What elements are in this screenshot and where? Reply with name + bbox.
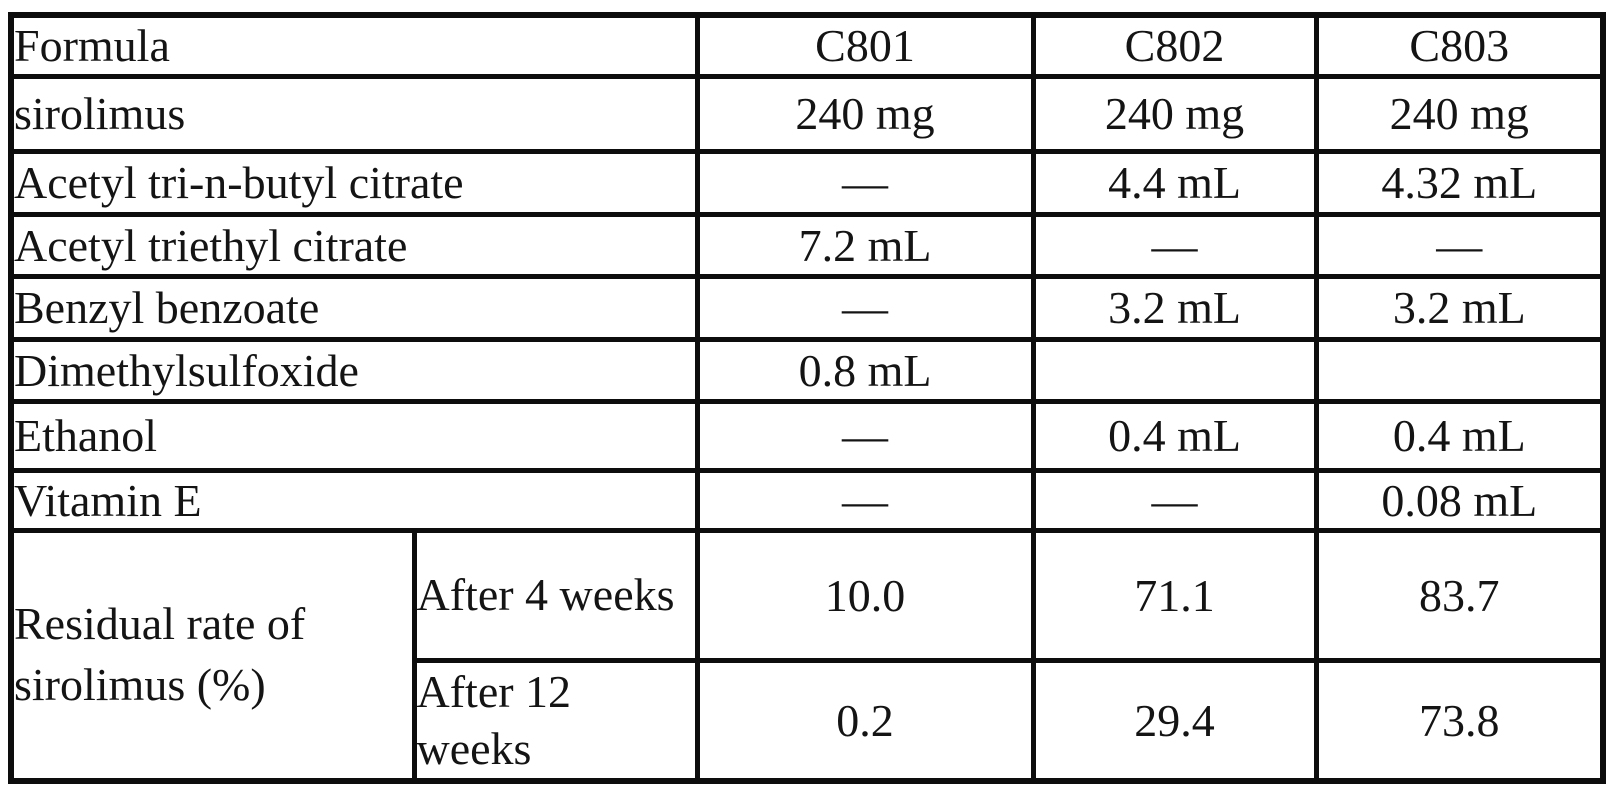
ingredient-label: Vitamin E <box>8 467 700 533</box>
table-row-vitamin-e: Vitamin E — — 0.08 mL <box>8 467 1606 533</box>
header-cell-formula: Formula <box>8 12 700 79</box>
ingredient-value-c801: — <box>694 148 1036 217</box>
ingredient-value-c803: 240 mg <box>1313 73 1606 154</box>
ingredient-label: Acetyl triethyl citrate <box>8 211 700 279</box>
residual-value-c803: 73.8 <box>1313 657 1606 783</box>
ingredient-value-c801: — <box>694 398 1036 473</box>
ingredient-label: sirolimus <box>8 73 700 154</box>
ingredient-value-c803: 0.4 mL <box>1313 398 1606 473</box>
period-label-after-12-weeks: After 12 weeks <box>411 657 700 783</box>
residual-value-c802: 29.4 <box>1030 657 1319 783</box>
table-row-sirolimus: sirolimus 240 mg 240 mg 240 mg <box>8 73 1606 154</box>
ingredient-value-c801: — <box>694 273 1036 342</box>
formulation-table: Formula C801 C802 C803 sirolimus 240 mg … <box>8 12 1607 784</box>
period-label-after-4-weeks: After 4 weeks <box>411 527 700 663</box>
ingredient-value-c802: 240 mg <box>1030 73 1319 154</box>
table-row-acetyl-tri-n-butyl-citrate: Acetyl tri-n-butyl citrate — 4.4 mL 4.32… <box>8 148 1606 217</box>
ingredient-value-c802: — <box>1030 467 1319 533</box>
residual-value-c802: 71.1 <box>1030 527 1319 663</box>
ingredient-value-c802: 0.4 mL <box>1030 398 1319 473</box>
ingredient-value-c803 <box>1313 336 1606 404</box>
table-row-after-12-weeks: After 12 weeks 0.2 29.4 73.8 <box>11 657 1606 783</box>
ingredient-value-c803: — <box>1313 211 1606 279</box>
residual-value-c801: 0.2 <box>694 657 1036 783</box>
ingredient-label: Ethanol <box>8 398 700 473</box>
scanned-table-page: Formula C801 C802 C803 sirolimus 240 mg … <box>8 12 1607 784</box>
table-row-benzyl-benzoate: Benzyl benzoate — 3.2 mL 3.2 mL <box>8 273 1606 342</box>
ingredient-value-c803: 0.08 mL <box>1313 467 1606 533</box>
table-row-header: Formula C801 C802 C803 <box>8 12 1606 79</box>
table-row-ethanol: Ethanol — 0.4 mL 0.4 mL <box>8 398 1606 473</box>
table-row-dimethylsulfoxide: Dimethylsulfoxide 0.8 mL <box>8 336 1606 404</box>
header-cell-c803: C803 <box>1313 12 1606 79</box>
ingredient-value-c801: 240 mg <box>694 73 1036 154</box>
ingredient-value-c801: 7.2 mL <box>694 211 1036 279</box>
ingredient-value-c802: — <box>1030 211 1319 279</box>
ingredient-value-c801: 0.8 mL <box>694 336 1036 404</box>
ingredient-value-c802 <box>1030 336 1319 404</box>
ingredient-value-c803: 3.2 mL <box>1313 273 1606 342</box>
residual-rate-label: Residual rate of sirolimus (%) <box>8 527 417 783</box>
ingredient-value-c801: — <box>694 467 1036 533</box>
ingredient-value-c802: 3.2 mL <box>1030 273 1319 342</box>
residual-value-c803: 83.7 <box>1313 527 1606 663</box>
ingredient-label: Acetyl tri-n-butyl citrate <box>8 148 700 217</box>
ingredient-value-c803: 4.32 mL <box>1313 148 1606 217</box>
residual-value-c801: 10.0 <box>694 527 1036 663</box>
header-cell-c802: C802 <box>1030 12 1319 79</box>
table-row-after-4-weeks: Residual rate of sirolimus (%) After 4 w… <box>8 527 1606 783</box>
table-row-acetyl-triethyl-citrate: Acetyl triethyl citrate 7.2 mL — — <box>8 211 1606 279</box>
ingredient-label: Dimethylsulfoxide <box>8 336 700 404</box>
header-cell-c801: C801 <box>694 12 1036 79</box>
ingredient-value-c802: 4.4 mL <box>1030 148 1319 217</box>
ingredient-label: Benzyl benzoate <box>8 273 700 342</box>
